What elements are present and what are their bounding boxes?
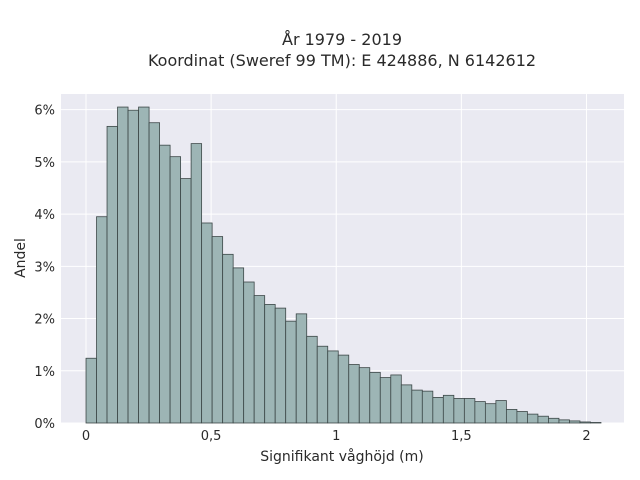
- x-axis-label: Signifikant våghöjd (m): [260, 448, 423, 465]
- x-tick-label: 1: [332, 429, 340, 444]
- histogram-bar: [348, 364, 360, 424]
- y-tick-label: 5%: [34, 156, 55, 171]
- histogram-bar: [400, 384, 413, 424]
- histogram-bar: [569, 420, 581, 424]
- histogram-bar: [222, 253, 234, 424]
- histogram-bar: [96, 216, 108, 424]
- y-axis-label: Andel: [13, 238, 29, 278]
- histogram-bar: [169, 156, 182, 424]
- x-tick-label: 0,5: [201, 429, 222, 444]
- histogram-bar: [442, 394, 455, 424]
- y-tick-label: 4%: [34, 208, 55, 223]
- histogram-bar: [337, 354, 350, 424]
- histogram-bar: [148, 122, 160, 424]
- histogram-bar: [243, 281, 255, 424]
- chart-subtitle: Koordinat (Sweref 99 TM): E 424886, N 61…: [148, 51, 536, 70]
- y-tick-label: 1%: [34, 365, 55, 380]
- histogram-bar: [106, 125, 118, 424]
- histogram-bar: [316, 345, 329, 424]
- histogram-bar: [138, 106, 150, 424]
- x-tick-label: 0: [82, 429, 90, 444]
- histogram-bar: [516, 411, 528, 424]
- histogram-bar: [295, 313, 308, 424]
- y-tick-labels: 0% 1% 2% 3% 4% 5% 6%: [34, 104, 55, 432]
- histogram-bar: [527, 413, 539, 424]
- histogram-bar: [180, 178, 192, 424]
- bars: [85, 106, 602, 424]
- histogram-bar: [453, 398, 465, 424]
- chart-title: År 1979 - 2019: [282, 30, 402, 49]
- histogram-bar: [421, 390, 434, 424]
- histogram-bar: [548, 417, 560, 424]
- histogram-bar: [484, 403, 497, 424]
- histogram-bar: [190, 143, 203, 424]
- histogram-bar: [495, 400, 507, 424]
- histogram-bar: [390, 374, 402, 424]
- x-tick-label: 2: [582, 429, 590, 444]
- histogram-bar: [358, 367, 371, 424]
- histogram-bar: [201, 222, 213, 424]
- histogram-bar: [117, 106, 129, 424]
- histogram-bar: [306, 335, 318, 424]
- histogram-bar: [411, 389, 423, 424]
- y-tick-label: 6%: [34, 104, 55, 119]
- histogram-bar: [274, 307, 287, 424]
- histogram-bar: [285, 320, 297, 424]
- histogram-bar: [558, 419, 570, 424]
- histogram-bar: [369, 371, 381, 424]
- histogram-bar: [264, 304, 276, 424]
- histogram-bar: [327, 350, 339, 424]
- histogram-bar: [590, 422, 602, 424]
- histogram-bar: [379, 377, 392, 424]
- histogram-bar: [537, 415, 549, 424]
- histogram-bar: [432, 397, 444, 424]
- histogram-bar: [579, 421, 591, 424]
- y-tick-label: 2%: [34, 313, 55, 328]
- histogram-bar: [505, 409, 518, 424]
- histogram-bar: [85, 357, 97, 424]
- y-tick-label: 0%: [34, 417, 55, 432]
- histogram-bar: [232, 267, 245, 424]
- histogram-bar: [159, 144, 171, 424]
- x-tick-labels: 0 0,5 1 1,5 2: [82, 429, 591, 444]
- histogram-bar: [463, 398, 476, 424]
- histogram-bar: [127, 109, 139, 424]
- histogram-bar: [474, 401, 486, 424]
- histogram-bar: [211, 236, 224, 424]
- y-tick-label: 3%: [34, 260, 55, 275]
- x-tick-label: 1,5: [451, 429, 472, 444]
- histogram-bar: [253, 295, 266, 424]
